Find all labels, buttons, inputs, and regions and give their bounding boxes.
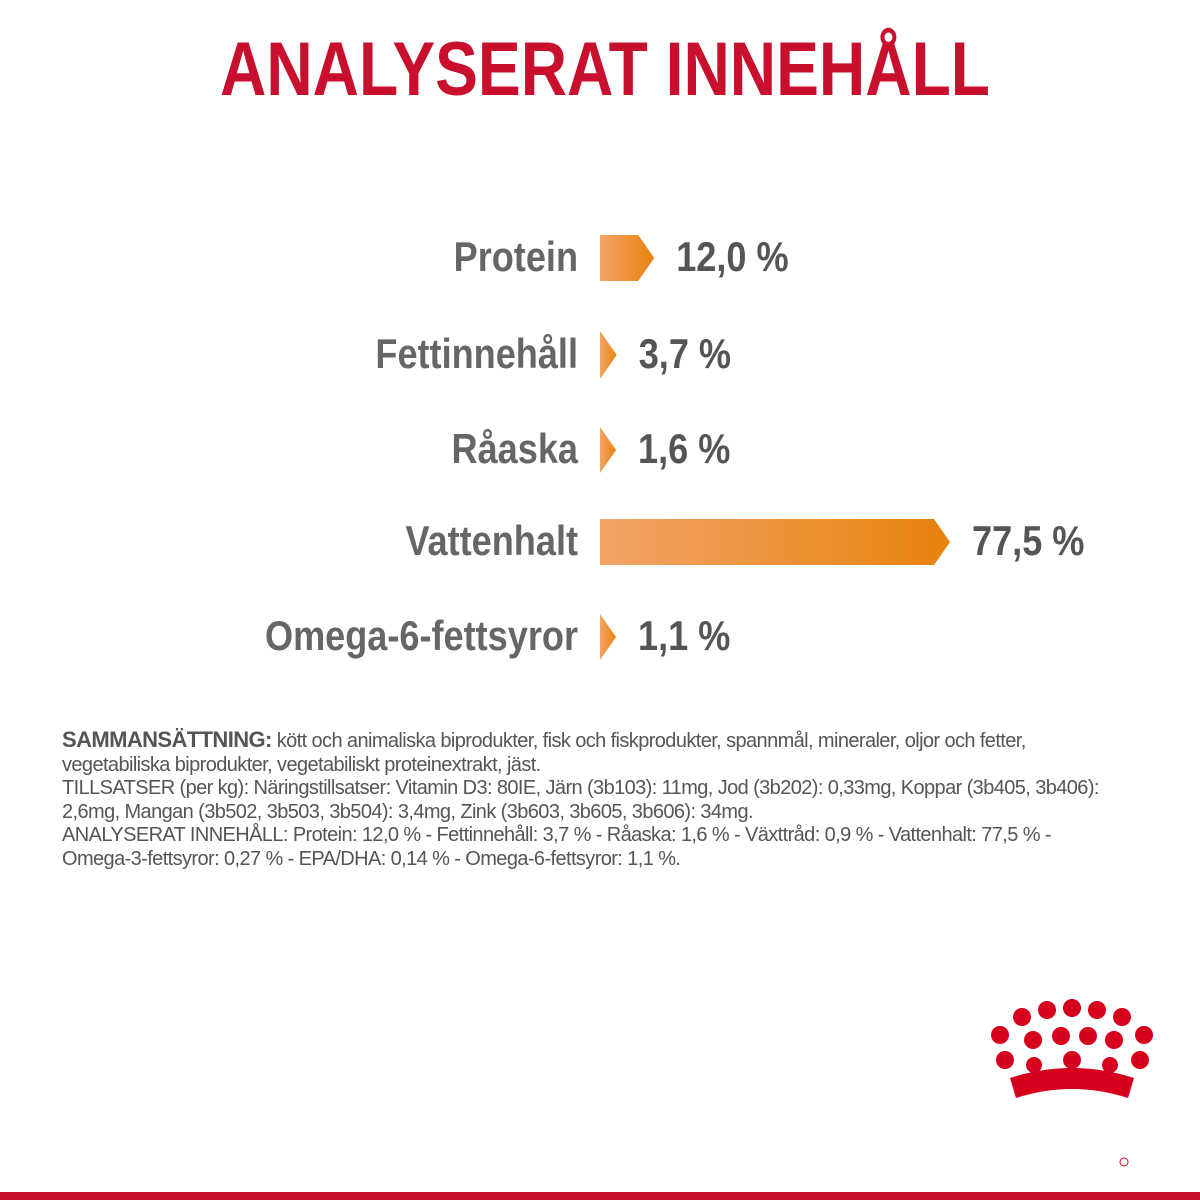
category-label-group: Råaska (452, 427, 580, 473)
composition-label: SAMMANSÄTTNING: (62, 727, 272, 752)
category-label: Omega-6-fettsyror (265, 614, 578, 660)
bar (600, 614, 616, 660)
bar (600, 427, 616, 473)
chart-title: ANALYSERAT INNEHÅLL (220, 27, 990, 112)
bar (600, 235, 655, 281)
value-label-group: 1,6 % (638, 427, 730, 473)
bar (600, 519, 950, 565)
analysis: ANALYSERAT INNEHÅLL: Protein: 12,0 % - F… (62, 824, 1052, 870)
value-label: 77,5 % (972, 519, 1084, 565)
value-label: 3,7 % (639, 332, 731, 378)
category-label: Fettinnehåll (375, 332, 578, 378)
category-label-group: Vattenhalt (405, 519, 578, 565)
value-label: 12,0 % (676, 235, 788, 281)
composition: SAMMANSÄTTNING: kött och animaliska bipr… (62, 728, 1122, 777)
composition-text: kött och animaliska biprodukter, fisk oc… (62, 730, 1026, 776)
bar (600, 332, 617, 378)
category-label-group: Protein (454, 235, 578, 281)
category-label-group: Omega-6-fettsyror (265, 614, 578, 660)
category-label: Råaska (452, 427, 580, 473)
logo (991, 999, 1153, 1167)
value-label-group: 77,5 % (972, 519, 1084, 565)
value-label-group: 3,7 % (639, 332, 731, 378)
category-label: Protein (454, 235, 578, 281)
category-label-group: Fettinnehåll (375, 332, 578, 378)
additives: TILLSATSER (per kg): Näringstillsatser: … (62, 777, 1099, 823)
category-label: Vattenhalt (405, 519, 578, 565)
ingredients: SAMMANSÄTTNING: kött och animaliska bipr… (62, 728, 1122, 871)
bottom-bar (0, 1192, 1200, 1200)
value-label-group: 1,1 % (638, 614, 730, 660)
value-label-group: 12,0 % (676, 235, 788, 281)
value-label: 1,6 % (638, 427, 730, 473)
value-label: 1,1 % (638, 614, 730, 660)
